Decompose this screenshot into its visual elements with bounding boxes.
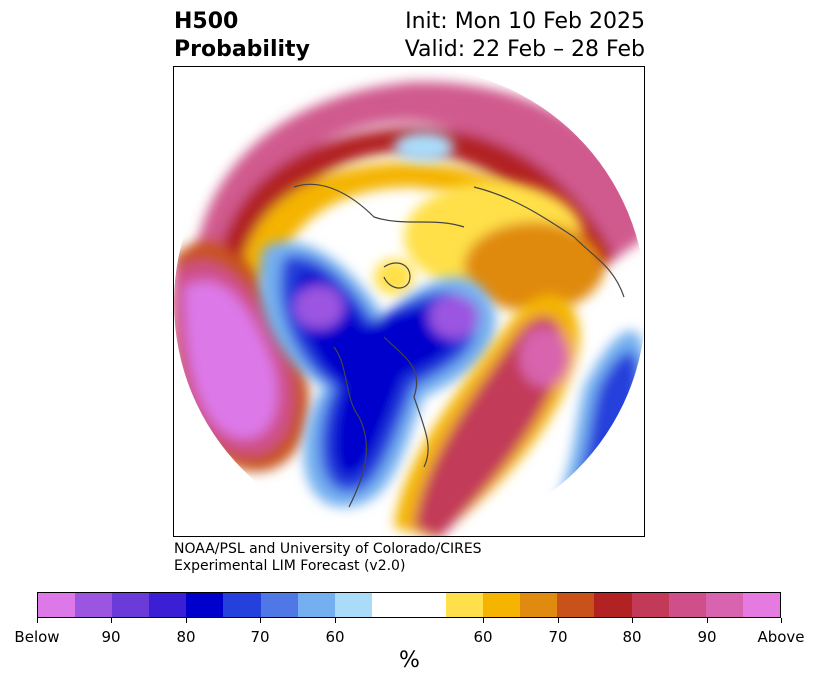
colorbar-segment: [223, 593, 261, 617]
colorbar-tick-label: 70: [250, 628, 270, 646]
map-title-right: Init: Mon 10 Feb 2025 Valid: 22 Feb – 28…: [405, 8, 645, 64]
colorbar-segment: [186, 593, 224, 617]
colorbar: [37, 592, 781, 618]
colorbar-segment: [112, 593, 150, 617]
polar-map: [173, 66, 645, 537]
colorbar-segment: [334, 593, 372, 617]
coastlines: [293, 183, 625, 508]
product-name: Probability: [174, 37, 310, 62]
colorbar-segment: [742, 593, 780, 617]
credit-line-1: NOAA/PSL and University of Colorado/CIRE…: [174, 541, 482, 557]
field-name: H500: [174, 9, 239, 34]
colorbar-tick-label: 60: [325, 628, 345, 646]
colorbar-tickmark: [483, 618, 484, 623]
atlantic-above: [394, 294, 580, 536]
colorbar-tick-label: 60: [473, 628, 493, 646]
colorbar-tickmark: [781, 618, 782, 623]
colorbar-segment: [631, 593, 669, 617]
colorbar-segment: [705, 593, 743, 617]
namerica-below: [258, 241, 496, 507]
map-title-left: H500 Probability: [174, 8, 310, 64]
colorbar-tick-label: Below: [14, 628, 60, 646]
colorbar-tickmark: [37, 618, 38, 623]
colorbar-segment: [297, 593, 335, 617]
colorbar-tick-label: 90: [697, 628, 717, 646]
colorbar-tick-label: 80: [622, 628, 642, 646]
forecast-disc: [174, 67, 644, 536]
colorbar-tick-label: Above: [757, 628, 805, 646]
colorbar-tick-label: 90: [101, 628, 121, 646]
colorbar-segment: [149, 593, 187, 617]
colorbar-tickmark: [260, 618, 261, 623]
colorbar-segment: [446, 593, 484, 617]
colorbar-tickmark: [632, 618, 633, 623]
credit-line-2: Experimental LIM Forecast (v2.0): [174, 558, 406, 574]
colorbar-tick-label: 70: [548, 628, 568, 646]
colorbar-segment: [371, 593, 447, 617]
colorbar-segment: [557, 593, 595, 617]
colorbar-tickmark: [707, 618, 708, 623]
colorbar-tickmark: [335, 618, 336, 623]
probability-field: [174, 67, 644, 536]
east-below: [554, 330, 644, 507]
colorbar-segment: [75, 593, 113, 617]
colorbar-segment: [594, 593, 632, 617]
valid-range: Valid: 22 Feb – 28 Feb: [404, 37, 645, 62]
colorbar-segment: [668, 593, 706, 617]
pacific-above: [174, 241, 310, 472]
colorbar-segment: [520, 593, 558, 617]
colorbar-tickmark: [186, 618, 187, 623]
colorbar-segment: [260, 593, 298, 617]
colorbar-unit-label: %: [399, 648, 420, 673]
init-date: Init: Mon 10 Feb 2025: [405, 9, 645, 34]
colorbar-tickmark: [111, 618, 112, 623]
colorbar-tick-label: 80: [176, 628, 196, 646]
credit-text: NOAA/PSL and University of Colorado/CIRE…: [174, 541, 482, 575]
colorbar-segment: [38, 593, 76, 617]
colorbar-segment: [483, 593, 521, 617]
arctic-above: [374, 132, 604, 312]
colorbar-tickmark: [558, 618, 559, 623]
